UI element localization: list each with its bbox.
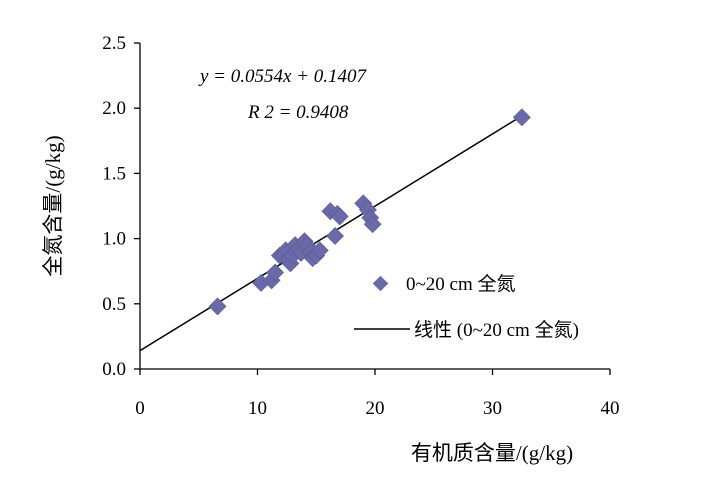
data-point bbox=[266, 263, 285, 282]
legend-diamond-marker bbox=[372, 275, 389, 292]
regression-equation: y = 0.0554x + 0.1407 bbox=[198, 66, 368, 87]
data-points bbox=[208, 108, 531, 316]
x-tick-label: 10 bbox=[248, 398, 267, 419]
y-ticks: 0.0 0.5 1.0 1.5 2.0 2.5 bbox=[102, 33, 140, 380]
x-tick-label: 30 bbox=[483, 398, 502, 419]
y-axis-title: 全氮含量/(g/kg) bbox=[41, 135, 65, 276]
data-point bbox=[310, 241, 329, 260]
y-tick-label: 0.5 bbox=[102, 294, 126, 315]
legend: 0~20 cm 全氮 线性 (0~20 cm 全氮) bbox=[354, 273, 579, 341]
y-tick-label: 2.5 bbox=[102, 33, 126, 54]
data-point bbox=[512, 108, 531, 127]
data-point bbox=[363, 215, 382, 234]
x-ticks: 0 10 20 30 40 bbox=[135, 369, 620, 419]
x-tick-label: 0 bbox=[135, 398, 145, 419]
data-point bbox=[208, 297, 227, 316]
data-point bbox=[330, 207, 349, 226]
y-tick-label: 0.0 bbox=[102, 359, 126, 380]
x-tick-label: 40 bbox=[601, 398, 620, 419]
legend-label-line: 线性 (0~20 cm 全氮) bbox=[414, 319, 579, 341]
data-point bbox=[326, 227, 344, 245]
y-tick-label: 2.0 bbox=[102, 98, 126, 119]
x-axis-title: 有机质含量/(g/kg) bbox=[411, 441, 573, 465]
legend-label-points: 0~20 cm 全氮 bbox=[406, 273, 516, 295]
x-tick-label: 20 bbox=[366, 398, 385, 419]
y-tick-label: 1.5 bbox=[102, 163, 126, 184]
r-squared: R 2 = 0.9408 bbox=[247, 102, 349, 123]
y-tick-label: 1.0 bbox=[102, 229, 126, 250]
